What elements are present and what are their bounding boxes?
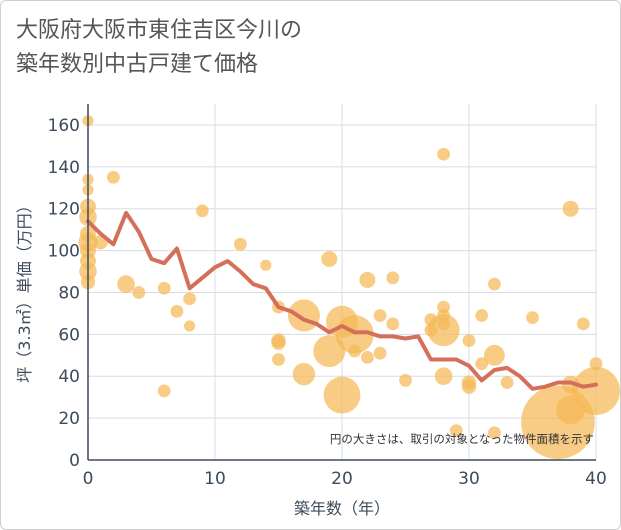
data-bubble <box>373 309 387 322</box>
data-bubble <box>386 317 400 331</box>
size-note: 円の大きさは、取引の対象となった物件面積を示す <box>330 432 594 446</box>
y-tick-label: 0 <box>69 451 80 471</box>
data-bubble <box>157 384 171 398</box>
y-tick-label: 140 <box>48 158 80 178</box>
data-bubble <box>484 344 505 366</box>
data-bubble <box>399 374 412 387</box>
data-bubble <box>321 250 338 267</box>
data-bubble <box>589 357 603 371</box>
data-bubble <box>234 237 247 251</box>
y-tick-label: 100 <box>48 242 80 262</box>
y-tick-label: 20 <box>58 409 80 429</box>
bubble-series <box>78 115 620 460</box>
data-bubble <box>335 315 374 354</box>
y-tick-label: 120 <box>48 200 80 220</box>
x-tick-label: 10 <box>204 469 226 489</box>
data-bubble <box>427 314 460 347</box>
data-bubble <box>461 379 477 394</box>
data-bubble <box>359 271 376 288</box>
trend-line <box>86 210 598 391</box>
chart-title-line-1: 大阪府大阪市東住吉区今川の <box>16 18 303 43</box>
data-bubble <box>313 335 346 368</box>
data-bubble <box>572 366 620 415</box>
data-bubble <box>272 353 285 366</box>
axes <box>87 104 596 461</box>
tick-labels: 0 20 40 60 80 100 120 140 160 0 10 20 30 40 <box>48 116 607 489</box>
chart-title: 大阪府大阪市東住吉区今川の 築年数別中古戸建て価格 <box>16 14 576 82</box>
data-bubble <box>292 362 316 386</box>
trend-line-series <box>86 210 598 391</box>
data-bubble <box>157 281 171 295</box>
data-bubble <box>437 147 450 161</box>
data-bubble <box>462 334 476 348</box>
y-tick-label: 80 <box>58 283 80 303</box>
data-bubble <box>132 286 146 299</box>
chart-title-line-2: 築年数別中古戸建て価格 <box>16 52 259 77</box>
data-bubble <box>348 344 362 358</box>
data-bubble <box>576 317 590 331</box>
data-bubble <box>184 320 196 332</box>
data-bubble <box>170 304 184 318</box>
data-bubble <box>195 204 209 218</box>
y-axis-label: 坪（3.3㎡）単価（万円） <box>15 197 34 382</box>
data-bubble <box>562 200 579 217</box>
data-bubble <box>488 426 501 440</box>
data-bubble <box>475 309 489 322</box>
x-tick-label: 30 <box>458 469 480 489</box>
x-tick-label: 0 <box>83 469 94 489</box>
data-bubble <box>271 335 286 350</box>
data-bubble <box>449 424 463 438</box>
data-bubble <box>434 367 453 386</box>
x-tick-label: 40 <box>585 469 607 489</box>
data-bubble <box>323 376 361 414</box>
x-axis-label: 築年数（年） <box>294 499 390 518</box>
data-bubble <box>107 170 120 184</box>
data-bubble <box>287 299 320 332</box>
data-bubble <box>373 346 387 360</box>
data-bubble <box>386 271 400 285</box>
data-bubble <box>361 350 374 364</box>
data-bubble <box>260 259 272 271</box>
data-bubble <box>475 357 489 371</box>
data-bubble <box>526 311 539 324</box>
y-tick-label: 40 <box>58 367 80 387</box>
y-tick-label: 160 <box>48 116 80 136</box>
x-tick-label: 20 <box>331 469 353 489</box>
data-bubble <box>488 277 501 291</box>
y-tick-label: 60 <box>58 325 80 345</box>
data-bubble <box>500 376 514 389</box>
data-bubble <box>183 292 197 306</box>
data-bubble <box>117 275 135 293</box>
